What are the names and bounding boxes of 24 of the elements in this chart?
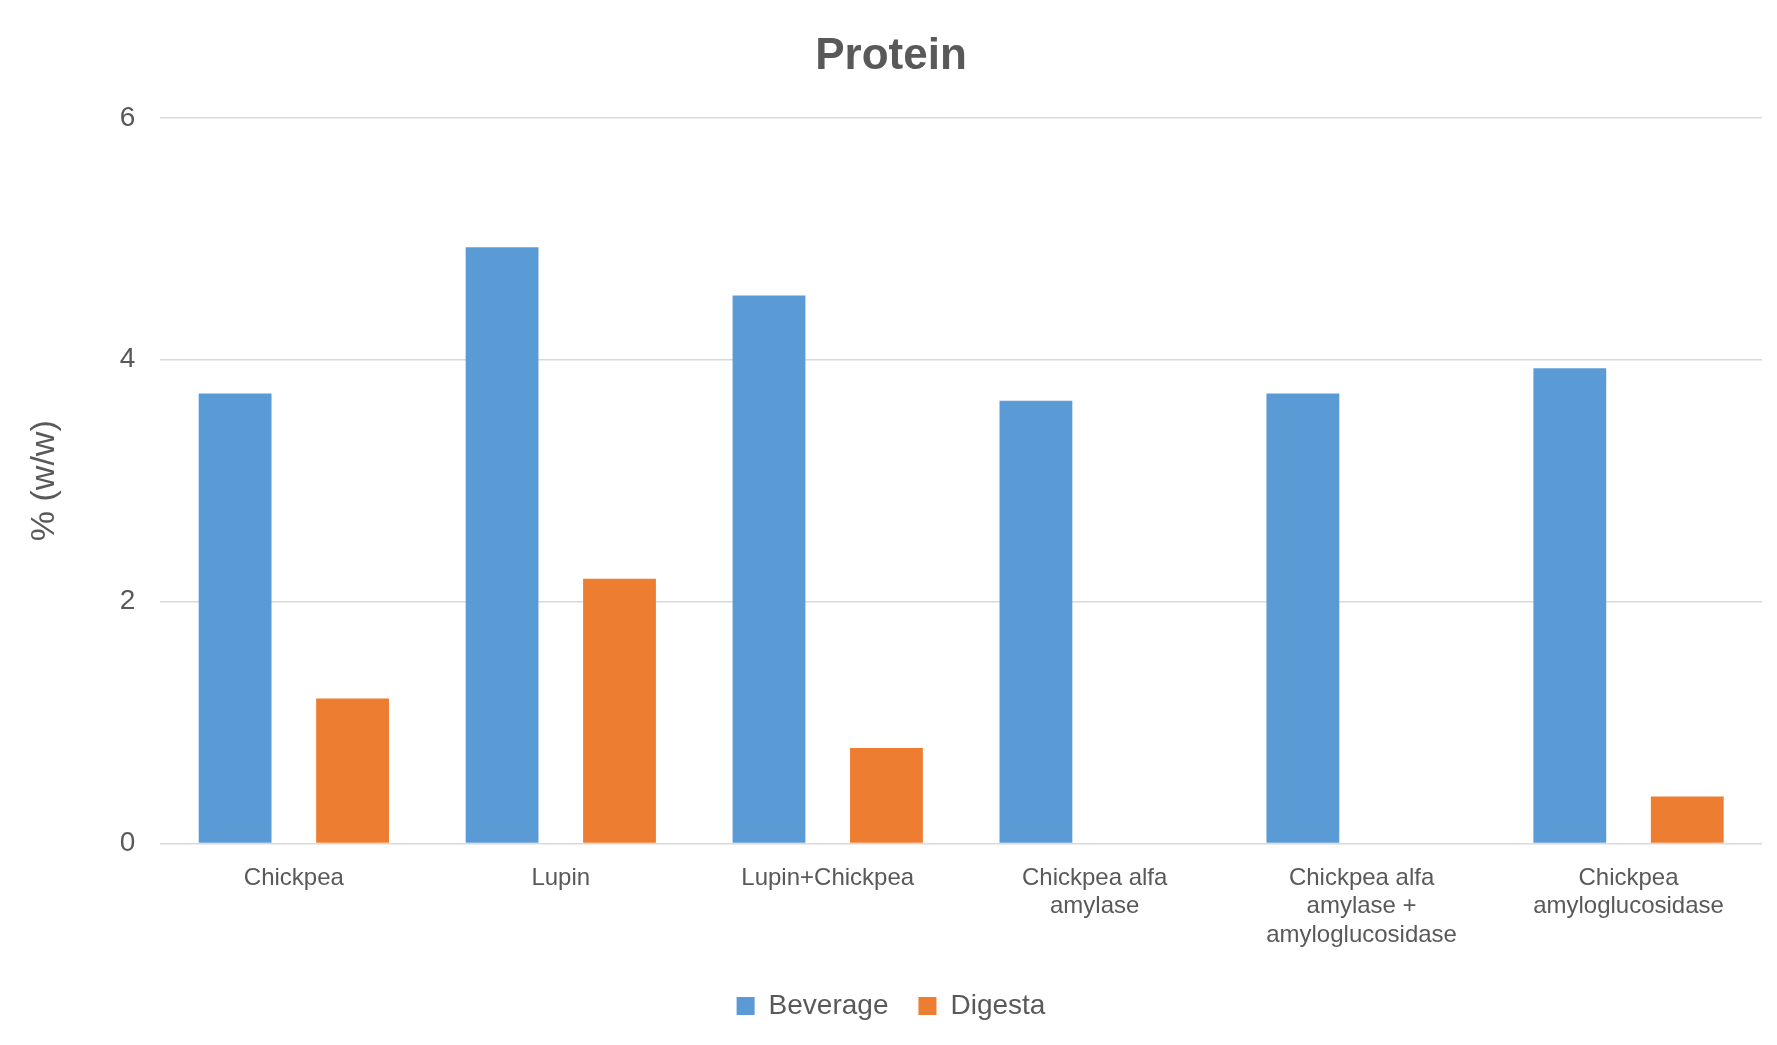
y-tick-label: 2: [119, 584, 136, 616]
bar: [732, 295, 806, 843]
bar: [850, 748, 923, 843]
bar: [465, 247, 539, 843]
x-tick-label: Chickpea alfa amylase + amyloglucosidase: [1266, 862, 1457, 948]
bar: [999, 400, 1073, 843]
x-tick-label: Chickpea alfa amylase: [1021, 862, 1169, 919]
y-tick-label: 0: [119, 826, 136, 858]
x-tick-label: Lupin+Chickpea: [741, 862, 915, 890]
bar: [1650, 796, 1724, 843]
bar: [198, 393, 272, 843]
x-tick-label: Chickpea amyloglucosidase: [1533, 862, 1724, 919]
bar: [1533, 368, 1607, 843]
y-axis-title: % (w/w): [22, 420, 61, 542]
bar: [316, 698, 389, 843]
legend-label: Beverage: [768, 988, 889, 1020]
chart-title: Protein: [815, 28, 967, 78]
y-tick-label: 4: [119, 342, 136, 374]
y-tick-label: 6: [119, 100, 136, 132]
x-tick-label: Chickpea: [243, 862, 345, 890]
x-tick-label: Lupin: [531, 862, 591, 890]
bar: [583, 578, 656, 843]
bar: [1266, 393, 1340, 843]
legend-label: Digesta: [950, 988, 1046, 1020]
